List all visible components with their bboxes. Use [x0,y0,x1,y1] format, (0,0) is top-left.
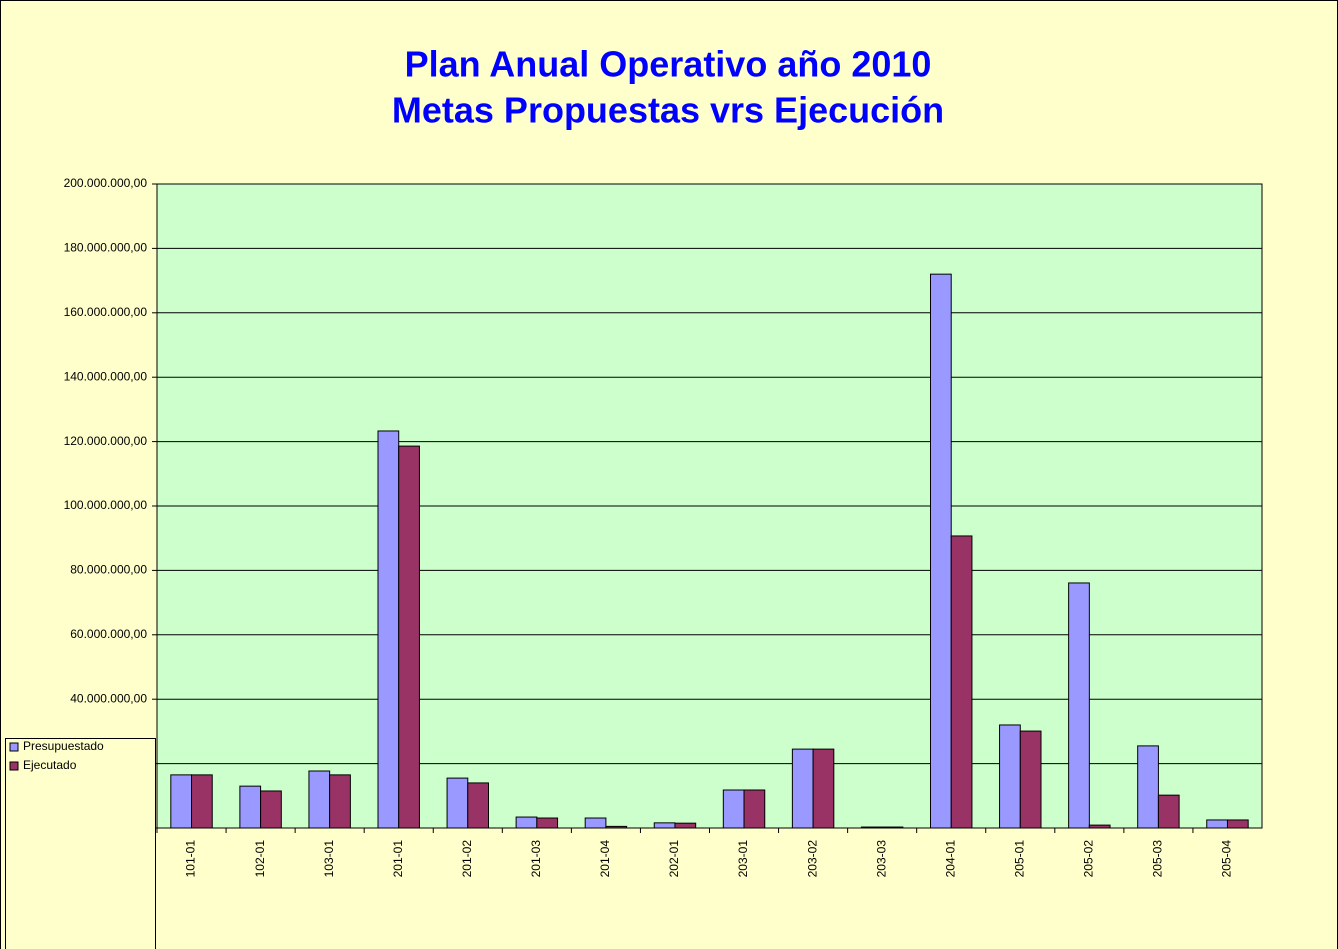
x-tick-label: 203-01 [736,840,750,878]
x-tick-label: 205-02 [1082,840,1096,878]
bar [191,774,213,829]
bar [812,748,835,829]
y-tick-label: 100.000.000,00 [64,498,148,512]
chart-title: Plan Anual Operativo año 2010 [405,44,932,85]
bar [584,817,607,829]
bar [377,430,400,829]
bar [722,789,745,829]
legend-swatch [9,742,19,752]
x-tick-label: 205-04 [1220,840,1234,878]
bar [398,445,420,829]
bar [1157,794,1180,829]
bar [329,774,351,829]
bar [1137,745,1159,829]
y-tick-label: 40.000.000,00 [70,691,147,705]
y-tick-label: 80.000.000,00 [70,563,147,577]
x-tick-label: 204-01 [943,840,957,878]
bar [674,822,697,829]
x-tick-label: 203-03 [874,840,888,878]
x-tick-label: 202-01 [667,840,681,878]
bar [999,724,1021,829]
bar [446,777,469,829]
bar [930,273,952,829]
x-tick-label: 101-01 [184,840,198,878]
legend-label: Presupuestado [23,739,104,753]
bar [1206,819,1228,829]
bar [1019,730,1042,829]
x-tick-label: 203-02 [805,840,819,878]
bar [239,785,262,829]
x-tick-label: 205-03 [1151,840,1165,878]
bar [743,789,766,829]
x-tick-label: 201-04 [598,840,612,878]
x-tick-label: 201-02 [460,840,474,878]
bar [308,770,331,829]
y-tick-label: 200.000.000,00 [64,176,148,190]
x-tick-label: 201-03 [529,840,543,878]
bar [653,822,676,829]
bar [1226,819,1249,829]
y-tick-label: 120.000.000,00 [64,434,148,448]
legend-label: Ejecutado [23,758,77,772]
x-tick-label: 201-01 [391,840,405,878]
bar [467,782,489,829]
x-tick-label: 103-01 [322,840,336,878]
chart-subtitle: Metas Propuestas vrs Ejecución [392,90,944,131]
bar [260,790,282,829]
y-tick-label: 180.000.000,00 [64,241,148,255]
y-tick-label: 140.000.000,00 [64,369,148,383]
bar [1068,582,1090,829]
y-tick-label: 160.000.000,00 [64,305,148,319]
x-tick-label: 102-01 [253,840,267,878]
x-tick-label: 205-01 [1012,840,1026,878]
bar [515,816,538,829]
bar [791,748,814,829]
bar [536,817,559,829]
y-tick-label: 60.000.000,00 [70,627,147,641]
bar [170,774,193,829]
bar [950,535,973,829]
legend-box [5,738,156,949]
legend-swatch [9,761,19,771]
